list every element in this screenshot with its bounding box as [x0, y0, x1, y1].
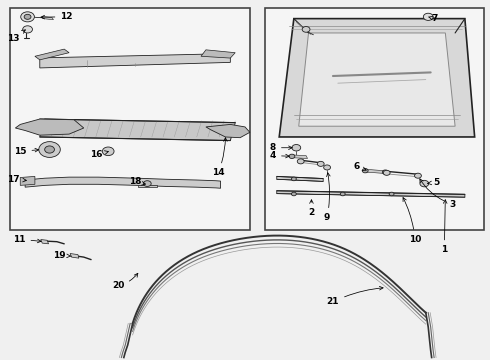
Circle shape	[340, 192, 345, 196]
Text: 15: 15	[14, 147, 39, 156]
Text: 11: 11	[13, 235, 41, 244]
Text: 3: 3	[420, 179, 455, 208]
Polygon shape	[70, 253, 79, 258]
Circle shape	[144, 181, 151, 186]
Circle shape	[324, 165, 331, 170]
Polygon shape	[365, 169, 386, 174]
Text: 16: 16	[90, 150, 108, 159]
Circle shape	[45, 146, 54, 153]
Text: 14: 14	[212, 138, 227, 177]
Circle shape	[415, 173, 421, 178]
Polygon shape	[41, 239, 49, 244]
Text: 1: 1	[441, 200, 447, 255]
Circle shape	[102, 147, 114, 156]
Text: 13: 13	[7, 30, 25, 43]
Polygon shape	[292, 155, 308, 158]
Polygon shape	[277, 176, 323, 181]
Polygon shape	[35, 49, 69, 60]
Circle shape	[423, 13, 433, 21]
Polygon shape	[299, 33, 455, 126]
Circle shape	[21, 12, 34, 22]
Polygon shape	[20, 176, 35, 185]
Polygon shape	[279, 19, 475, 137]
Circle shape	[389, 192, 394, 196]
Text: 20: 20	[112, 273, 138, 290]
Text: 19: 19	[53, 251, 71, 260]
Text: 6: 6	[353, 162, 366, 171]
Text: 10: 10	[403, 198, 421, 244]
Circle shape	[292, 192, 296, 196]
Text: 21: 21	[327, 286, 383, 306]
Circle shape	[382, 170, 388, 174]
Circle shape	[420, 180, 429, 187]
Text: 8: 8	[270, 143, 292, 152]
Bar	[265, 8, 485, 230]
Text: 17: 17	[6, 175, 26, 184]
Circle shape	[24, 14, 31, 19]
Text: 5: 5	[428, 178, 440, 187]
Polygon shape	[40, 119, 235, 140]
Polygon shape	[201, 50, 235, 58]
Circle shape	[362, 168, 368, 173]
Text: 12: 12	[41, 12, 73, 21]
Circle shape	[292, 177, 296, 181]
Polygon shape	[25, 177, 221, 188]
Circle shape	[289, 154, 295, 158]
Polygon shape	[277, 191, 465, 197]
Polygon shape	[42, 17, 53, 20]
Circle shape	[302, 27, 310, 32]
Circle shape	[23, 26, 32, 33]
Text: 18: 18	[129, 177, 146, 186]
Text: 9: 9	[324, 173, 330, 222]
Circle shape	[297, 159, 304, 164]
Bar	[10, 8, 250, 230]
Polygon shape	[40, 54, 230, 68]
Polygon shape	[138, 185, 157, 187]
Text: 2: 2	[308, 200, 315, 217]
Polygon shape	[206, 125, 250, 138]
Circle shape	[39, 141, 60, 157]
Polygon shape	[15, 119, 84, 135]
Circle shape	[292, 144, 301, 151]
Text: 7: 7	[429, 14, 438, 23]
Text: 4: 4	[270, 151, 289, 160]
Circle shape	[318, 161, 324, 166]
Circle shape	[383, 170, 390, 175]
